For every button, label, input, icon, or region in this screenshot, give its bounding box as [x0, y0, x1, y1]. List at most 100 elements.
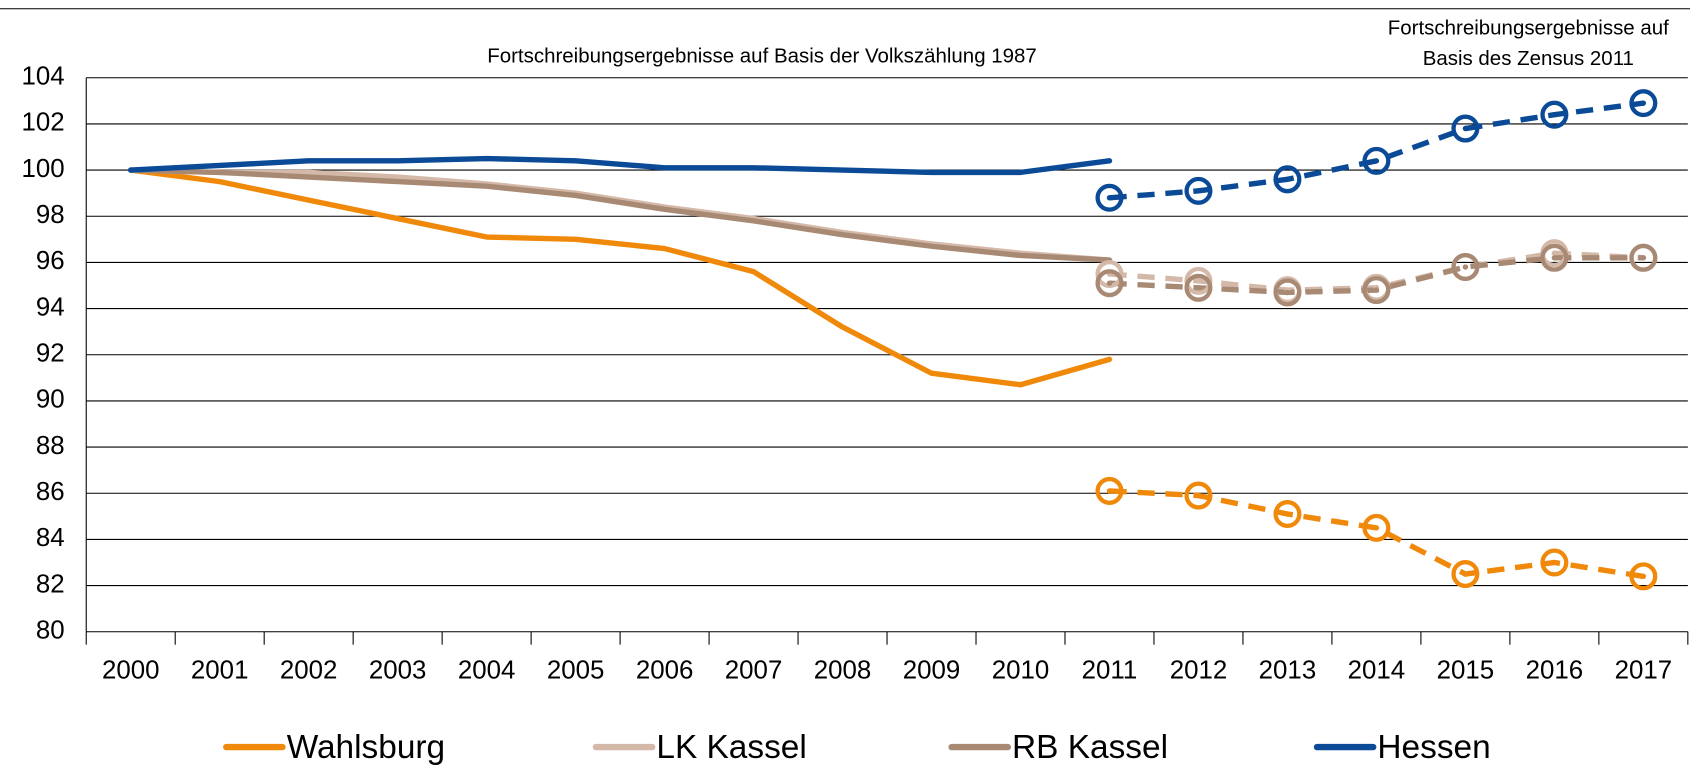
y-tick-label: 94: [36, 293, 65, 321]
x-tick-label: 2006: [636, 656, 694, 684]
marker-ring: [1095, 269, 1124, 298]
x-tick-label: 2007: [725, 656, 783, 684]
x-tick-label: 2011: [1082, 656, 1138, 684]
marker: [1273, 278, 1302, 307]
marker: [1540, 100, 1569, 129]
marker-ring: [1273, 278, 1302, 307]
marker-dot: [1462, 571, 1469, 577]
marker: [1273, 500, 1302, 529]
marker: [1184, 273, 1213, 302]
marker: [1362, 276, 1391, 305]
y-tick-label: 82: [36, 570, 65, 598]
marker: [1629, 562, 1658, 591]
y-tick-label: 84: [36, 524, 65, 552]
marker-ring: [1451, 114, 1480, 143]
y-tick-label: 96: [36, 247, 65, 275]
marker-ring: [1184, 273, 1213, 302]
marker-dot: [1462, 264, 1469, 270]
x-tick-label: 2016: [1526, 656, 1584, 684]
marker-dot: [1106, 195, 1113, 201]
marker-ring: [1095, 183, 1124, 212]
marker-ring: [1629, 243, 1658, 272]
marker-ring: [1362, 276, 1391, 305]
marker-dot: [1195, 188, 1202, 194]
marker-dot: [1640, 100, 1647, 106]
marker-dot: [1195, 492, 1202, 499]
marker-dot: [1551, 559, 1558, 566]
marker: [1451, 114, 1480, 143]
marker: [1362, 146, 1391, 175]
marker: [1540, 243, 1569, 272]
marker-ring: [1095, 476, 1124, 505]
y-tick-label: 98: [36, 201, 65, 229]
marker: [1095, 476, 1124, 505]
marker-dot: [1373, 158, 1380, 164]
marker-dot: [1106, 488, 1113, 494]
marker: [1451, 253, 1480, 282]
x-tick-label: 2002: [280, 656, 338, 684]
y-tick-label: 90: [36, 386, 65, 414]
marker: [1629, 89, 1658, 118]
x-tick-label: 2012: [1170, 656, 1228, 684]
marker: [1095, 269, 1124, 298]
marker-ring: [1451, 560, 1480, 589]
marker-ring: [1540, 100, 1569, 129]
marker-ring: [1362, 146, 1391, 175]
marker-dot: [1551, 255, 1558, 261]
x-tick-label: 2001: [191, 656, 249, 684]
line: [128, 167, 1113, 263]
y-tick-label: 102: [22, 109, 65, 137]
x-tick-label: 2009: [903, 656, 961, 684]
marker-dot: [1551, 250, 1558, 256]
x-tick-label: 2008: [814, 656, 872, 684]
marker-dot: [1373, 287, 1380, 293]
y-tick-label: 104: [22, 63, 65, 91]
y-tick-label: 92: [36, 340, 65, 368]
marker-dot: [1195, 285, 1202, 291]
x-tick-label: 2013: [1259, 656, 1317, 684]
annotation: Fortschreibungsergebnisse auf Basis der …: [487, 45, 1037, 68]
y-tick-label: 88: [36, 432, 65, 460]
marker: [1184, 176, 1213, 205]
marker-dot: [1284, 511, 1291, 517]
marker-ring: [1184, 481, 1213, 510]
x-tick-label: 2005: [547, 656, 605, 684]
x-tick-label: 2015: [1437, 656, 1495, 684]
legend-label: Wahlsburg: [287, 729, 445, 766]
marker-ring: [1184, 176, 1213, 205]
x-tick-label: 2010: [992, 656, 1050, 684]
y-tick-label: 100: [22, 155, 65, 183]
x-tick-label: 2017: [1615, 656, 1673, 684]
x-tick-label: 2014: [1348, 656, 1406, 684]
marker-ring: [1629, 562, 1658, 591]
x-tick-label: 2003: [369, 656, 427, 684]
y-tick-label: 86: [36, 478, 65, 506]
y-tick-label: 80: [36, 617, 65, 645]
x-tick-label: 2000: [102, 656, 160, 684]
marker-dot: [1551, 111, 1558, 118]
marker-ring: [1451, 253, 1480, 282]
marker-dot: [1462, 125, 1469, 132]
legend-label: Hessen: [1377, 729, 1490, 766]
marker-dot: [1640, 573, 1647, 580]
marker-ring: [1629, 89, 1658, 118]
legend-label: LK Kassel: [656, 729, 806, 766]
marker-dot: [1195, 278, 1202, 284]
x-tick-label: 2004: [458, 656, 516, 684]
legend-label: RB Kassel: [1012, 729, 1168, 766]
marker-ring: [1273, 500, 1302, 529]
annotation: Basis des Zensus 2011: [1423, 47, 1634, 70]
marker: [1273, 165, 1302, 194]
marker-dot: [1284, 289, 1291, 296]
marker-dot: [1284, 176, 1291, 183]
marker: [1629, 243, 1658, 272]
marker-dot: [1373, 525, 1380, 531]
marker-dot: [1640, 255, 1647, 261]
line: [128, 167, 1113, 388]
marker: [1095, 183, 1124, 212]
marker-ring: [1273, 165, 1302, 194]
marker-ring: [1540, 548, 1569, 577]
marker: [1540, 548, 1569, 577]
marker-dot: [1106, 280, 1113, 286]
